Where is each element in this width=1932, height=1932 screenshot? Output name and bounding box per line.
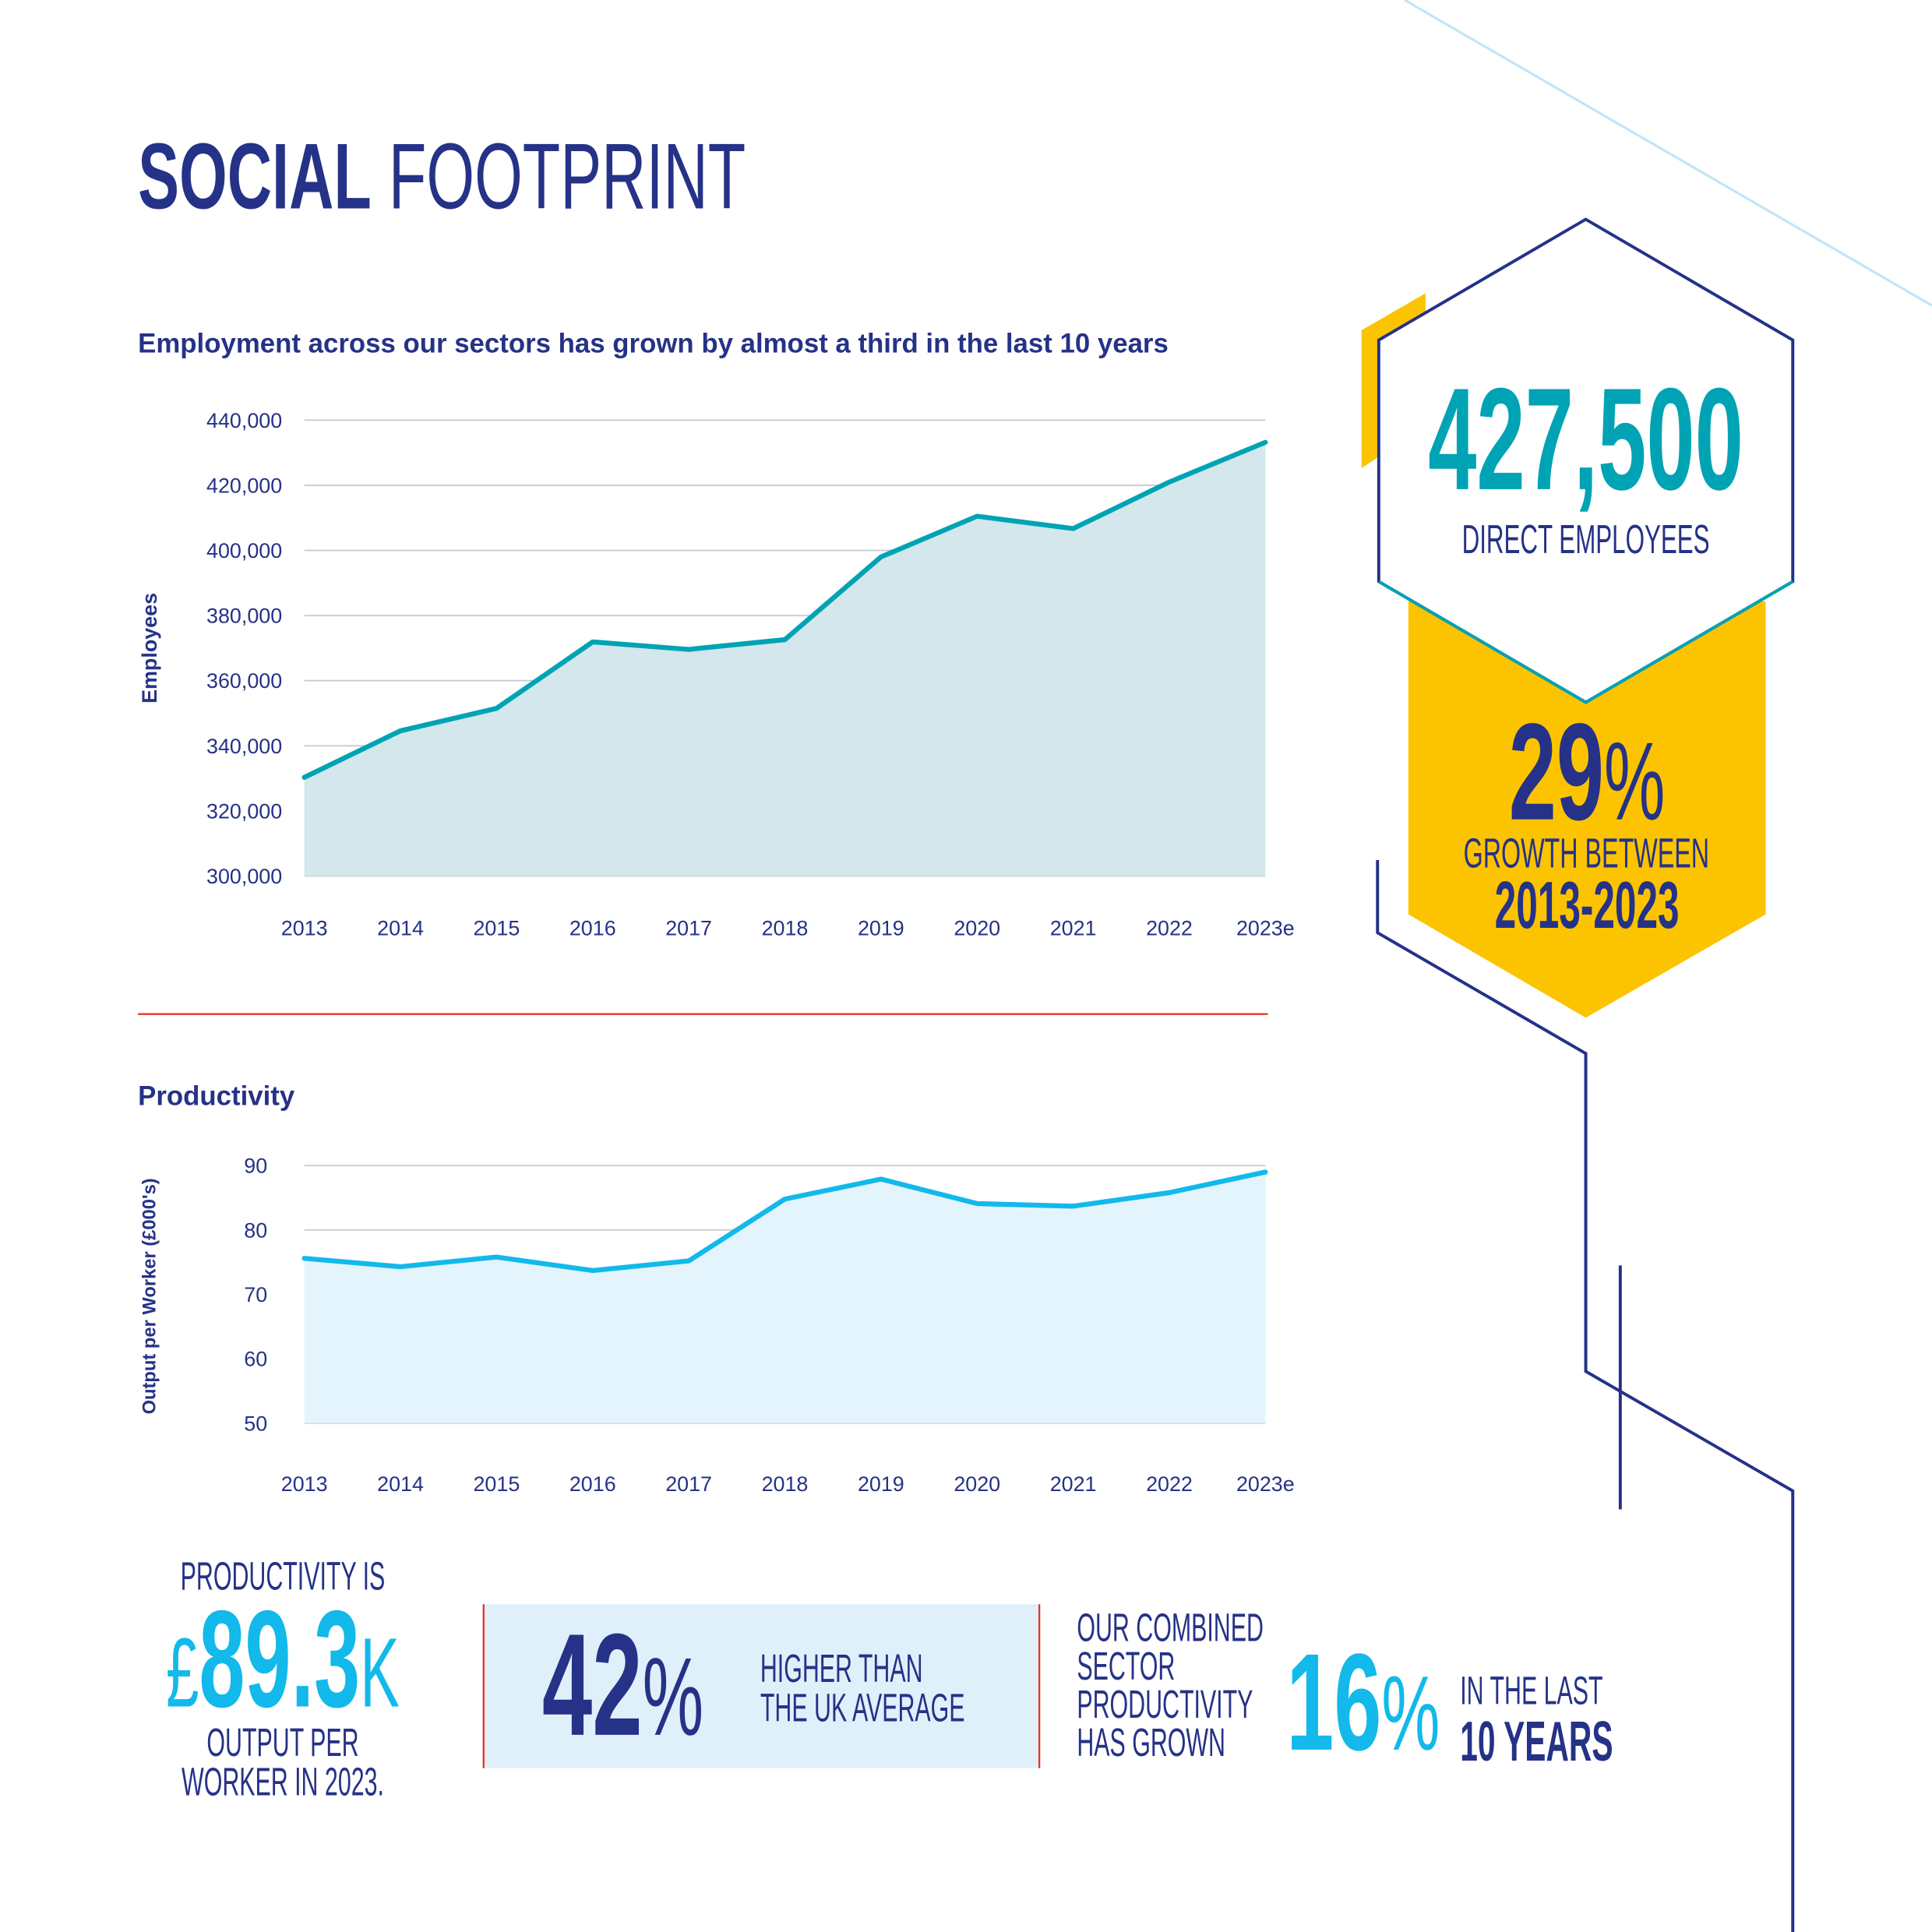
title-bold: SOCIAL	[138, 124, 372, 230]
higher-percent-sign: %	[642, 1636, 704, 1760]
y-tick-label: 60	[244, 1348, 267, 1371]
higher-number: 42	[541, 1604, 643, 1768]
last-line1: IN THE LAST	[1460, 1668, 1603, 1713]
highlight-box	[482, 1604, 1040, 1768]
x-tick-label: 2013	[281, 1472, 328, 1496]
hexagon-teal-edge	[1377, 580, 1794, 704]
x-tick-label: 2015	[473, 916, 520, 940]
x-tick-label: 2016	[569, 916, 616, 940]
x-tick-label: 2013	[281, 916, 328, 940]
growth-number: 29	[1508, 695, 1604, 849]
output-per-worker-label: OUTPUT PER WORKER IN 2023.	[123, 1722, 443, 1801]
y-tick-label: 90	[244, 1155, 267, 1178]
combined-line: SECTOR	[1077, 1643, 1176, 1688]
higher-line1: HIGHER THAN	[760, 1646, 923, 1690]
last-line2: 10 YEARS	[1460, 1708, 1613, 1773]
sector-growth-percent-sign: %	[1381, 1655, 1440, 1773]
page-title: SOCIAL FOOTPRINT	[138, 125, 746, 229]
productivity-value: £89.3K	[123, 1590, 443, 1763]
combined-line: PRODUCTIVITY	[1077, 1681, 1253, 1726]
y-tick-label: 340,000	[206, 735, 282, 758]
x-tick-label: 2017	[665, 1472, 712, 1496]
productivity-number: 89.3	[199, 1581, 361, 1736]
x-tick-label: 2014	[377, 916, 424, 940]
area-fill	[304, 442, 1266, 876]
x-tick-label: 2019	[858, 1472, 904, 1496]
pound-sign: £	[166, 1617, 199, 1728]
x-tick-label: 2015	[473, 1472, 520, 1496]
navy-circuit-line	[1376, 859, 1795, 1932]
x-tick-label: 2020	[954, 1472, 1000, 1496]
employee-count: 427,500	[1428, 358, 1743, 522]
y-tick-label: 380,000	[206, 605, 282, 628]
higher-line2: THE UK AVERAGE	[760, 1685, 965, 1730]
output-line2: WORKER IN 2023.	[182, 1759, 384, 1804]
y-tick-label: 80	[244, 1218, 267, 1242]
sector-growth-percentage: 16%	[1286, 1633, 1440, 1814]
productivity-chart-title: Productivity	[138, 1081, 295, 1112]
x-tick-label: 2016	[569, 1472, 616, 1496]
thousand-suffix: K	[360, 1617, 400, 1728]
combined-line: HAS GROWN	[1077, 1719, 1225, 1765]
y-tick-label: 70	[244, 1283, 267, 1306]
x-tick-label: 2023e	[1236, 1472, 1295, 1496]
x-tick-label: 2021	[1050, 1472, 1097, 1496]
x-tick-label: 2017	[665, 916, 712, 940]
combined-productivity-label: OUR COMBINED SECTOR PRODUCTIVITY HAS GRO…	[1077, 1605, 1264, 1765]
y-tick-label: 300,000	[206, 865, 282, 888]
sector-growth-number: 16	[1286, 1625, 1382, 1779]
x-tick-label: 2022	[1146, 916, 1193, 940]
y-axis-label: Output per Worker (£000's)	[139, 1178, 160, 1414]
higher-percentage: 42%	[542, 1613, 704, 1799]
output-line1: OUTPUT PER	[206, 1719, 359, 1765]
x-tick-label: 2020	[954, 916, 1000, 940]
combined-line: OUR COMBINED	[1077, 1605, 1264, 1650]
x-tick-label: 2018	[762, 916, 809, 940]
y-tick-label: 320,000	[206, 799, 282, 823]
y-axis-label: Employees	[138, 593, 161, 703]
area-fill	[304, 1172, 1266, 1423]
x-tick-label: 2022	[1146, 1472, 1193, 1496]
x-tick-label: 2014	[377, 1472, 424, 1496]
x-tick-label: 2018	[762, 1472, 809, 1496]
y-tick-label: 400,000	[206, 539, 282, 562]
light-diagonal-line	[1404, 0, 1932, 307]
y-tick-label: 360,000	[206, 669, 282, 693]
y-tick-label: 50	[244, 1412, 267, 1435]
yellow-hexagon	[1408, 601, 1766, 1018]
y-tick-label: 420,000	[206, 474, 282, 497]
y-tick-label: 440,000	[206, 409, 282, 432]
x-tick-label: 2021	[1050, 916, 1097, 940]
productivity-is-label: PRODUCTIVITY IS	[180, 1553, 386, 1599]
higher-than-label: HIGHER THAN THE UK AVERAGE	[760, 1648, 965, 1727]
growth-percentage: 29%	[1408, 703, 1766, 877]
growth-percent-sign: %	[1603, 721, 1666, 844]
employment-chart-title: Employment across our sectors has grown …	[138, 327, 1169, 359]
growth-between-label: GROWTH BETWEEN	[1463, 830, 1710, 878]
growth-years: 2013-2023	[1494, 869, 1680, 943]
x-tick-label: 2023e	[1236, 916, 1295, 940]
direct-employees-label: DIRECT EMPLOYEES	[1461, 516, 1710, 562]
title-light: FOOTPRINT	[388, 124, 746, 230]
x-tick-label: 2019	[858, 916, 904, 940]
